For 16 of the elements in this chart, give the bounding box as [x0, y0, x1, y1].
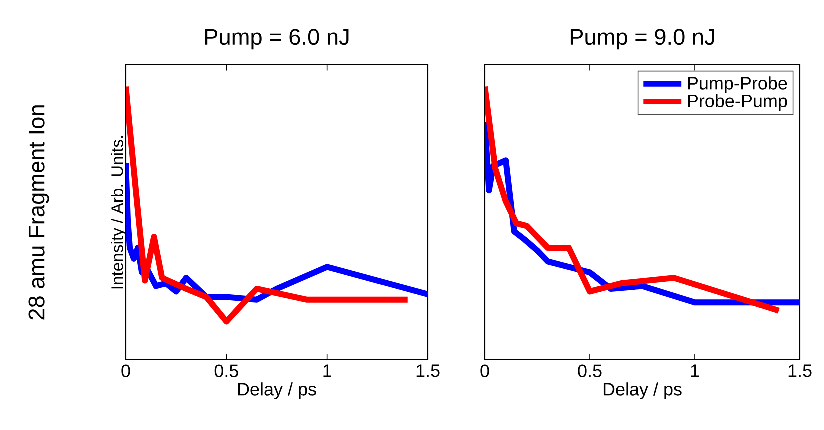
x-tick-label: 0.5 [214, 364, 238, 378]
x-tick-label: 0.5 [578, 364, 602, 378]
legend-label: Probe-Pump [688, 94, 788, 112]
chart-title: Pump = 6.0 nJ [205, 29, 349, 50]
y-axis-title: Intensity / Arb. Units. [111, 136, 127, 289]
x-tick-label: 1 [324, 364, 332, 378]
x-axis-title: Delay / ps [604, 382, 682, 400]
x-tick-label: 1 [691, 364, 700, 378]
x-tick-label: 1.5 [788, 364, 812, 378]
x-tick-label: 0 [122, 364, 130, 378]
x-tick-label: 0 [480, 364, 490, 378]
legend-label: Pump-Probe [688, 76, 788, 94]
text: 28 amu Fragment Ion [28, 106, 50, 320]
chart-title: Pump = 9.0 nJ [570, 29, 714, 50]
x-axis-title: Delay / ps [238, 382, 316, 400]
x-tick-label: 1.5 [416, 364, 440, 378]
